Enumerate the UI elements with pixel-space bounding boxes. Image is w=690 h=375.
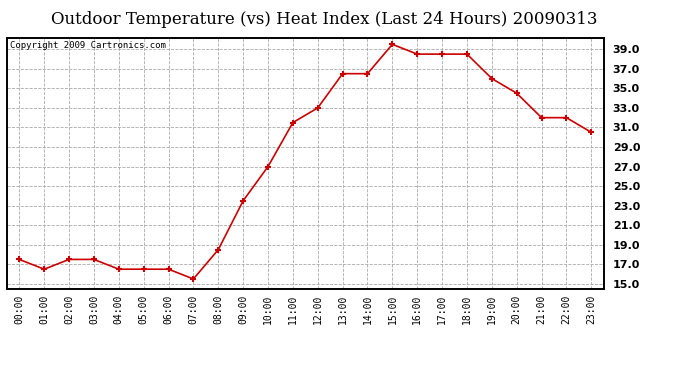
Text: Outdoor Temperature (vs) Heat Index (Last 24 Hours) 20090313: Outdoor Temperature (vs) Heat Index (Las…: [51, 11, 598, 28]
Text: Copyright 2009 Cartronics.com: Copyright 2009 Cartronics.com: [10, 41, 166, 50]
